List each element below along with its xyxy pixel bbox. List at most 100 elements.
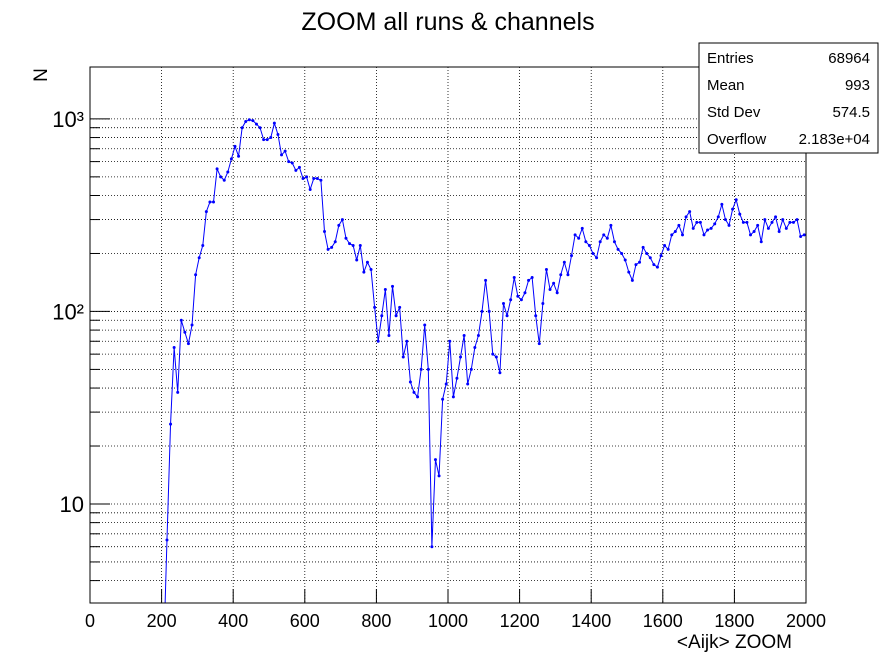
x-tick-label: 1200 <box>500 611 540 631</box>
data-point <box>795 218 799 222</box>
data-point <box>423 323 427 327</box>
data-point <box>416 395 420 399</box>
y-tick-label: 10³ <box>52 107 84 132</box>
x-tick-label: 1000 <box>428 611 468 631</box>
data-point <box>781 218 785 222</box>
data-point <box>201 244 205 248</box>
data-point <box>584 240 588 244</box>
data-point <box>437 474 441 478</box>
data-point <box>326 247 330 251</box>
data-point <box>720 202 724 206</box>
y-tick-label: 10 <box>60 492 84 517</box>
data-point <box>330 245 334 249</box>
data-point <box>258 126 262 130</box>
data-point <box>509 298 513 302</box>
data-point <box>716 215 720 219</box>
data-point <box>376 339 380 343</box>
data-point <box>455 376 459 380</box>
data-point <box>426 367 430 371</box>
data-point <box>738 212 742 216</box>
data-point <box>391 284 395 288</box>
data-point <box>706 228 710 232</box>
y-axis-label: N <box>31 68 52 82</box>
data-point <box>530 276 534 280</box>
data-point <box>222 178 226 182</box>
data-point <box>251 119 255 123</box>
data-point <box>373 305 377 309</box>
stats-frame <box>698 42 879 154</box>
data-point <box>691 226 695 230</box>
data-point <box>473 345 477 349</box>
plot-area <box>164 118 806 603</box>
data-point <box>580 226 584 230</box>
data-point <box>684 215 688 219</box>
data-point <box>745 220 749 224</box>
data-point <box>254 122 258 126</box>
data-point <box>169 422 173 426</box>
data-point <box>766 226 770 230</box>
stats-label: Entries <box>707 50 754 67</box>
data-point <box>695 220 699 224</box>
data-point <box>541 301 545 305</box>
data-point <box>741 220 745 224</box>
data-point <box>301 177 305 181</box>
data-point <box>609 223 613 227</box>
data-point <box>702 233 706 237</box>
data-point <box>648 256 652 260</box>
data-point <box>641 245 645 249</box>
data-point <box>713 222 717 226</box>
stats-label: Overflow <box>707 131 766 148</box>
stats-label: Mean <box>707 77 745 94</box>
data-point <box>247 118 251 122</box>
data-point <box>276 132 280 136</box>
data-point <box>602 233 606 237</box>
data-point <box>523 291 527 295</box>
data-point <box>369 268 373 272</box>
data-point <box>752 230 756 234</box>
data-point <box>233 144 237 148</box>
x-tick-label: 0 <box>85 611 95 631</box>
data-point <box>322 230 326 234</box>
data-point <box>527 278 531 282</box>
data-point <box>638 260 642 264</box>
data-point <box>605 236 609 240</box>
data-point <box>244 119 248 123</box>
data-point <box>272 121 276 125</box>
data-point <box>544 268 548 272</box>
data-point <box>476 333 480 337</box>
data-point <box>501 301 505 305</box>
data-point <box>731 207 735 211</box>
data-point <box>179 318 183 322</box>
data-point <box>197 256 201 260</box>
data-point <box>659 254 663 258</box>
data-point <box>516 294 520 298</box>
data-point <box>566 273 570 277</box>
x-tick-label: 600 <box>290 611 320 631</box>
data-point <box>362 270 366 274</box>
data-point <box>487 309 491 313</box>
data-point <box>358 244 362 248</box>
data-point <box>616 247 620 251</box>
data-point <box>555 291 559 295</box>
data-point <box>777 230 781 234</box>
data-point <box>673 230 677 234</box>
x-tick-label: 800 <box>361 611 391 631</box>
data-point <box>297 165 301 169</box>
data-point <box>441 397 445 401</box>
data-point <box>348 242 352 246</box>
data-point <box>308 187 312 191</box>
data-point <box>283 149 287 153</box>
data-point <box>287 160 291 164</box>
data-point <box>484 278 488 282</box>
data-point <box>670 233 674 237</box>
data-point <box>774 215 778 219</box>
data-point <box>401 355 405 359</box>
data-point <box>784 226 788 230</box>
stats-box: Entries 68964 Mean 993 Std Dev 574.5 Overflow 2… <box>698 42 879 154</box>
data-point <box>749 233 753 237</box>
data-point <box>559 273 563 277</box>
data-point <box>459 355 463 359</box>
data-point <box>666 247 670 251</box>
data-point <box>799 235 803 239</box>
